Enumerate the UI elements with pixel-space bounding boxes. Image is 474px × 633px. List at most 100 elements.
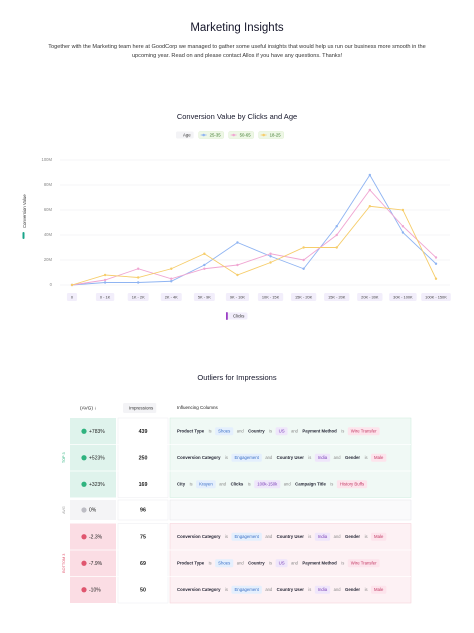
column-value: Engagement <box>234 587 259 592</box>
data-point <box>434 277 438 280</box>
data-point <box>335 246 338 249</box>
connector: is <box>225 534 228 539</box>
legend-label: 50-65 <box>240 132 252 137</box>
x-tick-label: 2K - 4K <box>165 294 178 299</box>
connector: and <box>219 482 227 487</box>
x-tick-label-bg <box>290 293 317 301</box>
change-value: -10% <box>89 587 101 593</box>
column-name: Clicks <box>231 482 244 487</box>
data-point <box>236 273 239 277</box>
column-value: Male <box>374 587 384 592</box>
column-name: Country <box>248 561 265 566</box>
change-icon <box>81 507 87 513</box>
y-tick-label: 100M <box>42 157 53 162</box>
change-icon <box>81 428 87 434</box>
table-title: Outliers for Impressions <box>197 373 276 382</box>
data-point <box>236 241 239 244</box>
data-point <box>302 246 305 249</box>
column-value-bg <box>275 559 288 568</box>
column-name: City <box>177 482 186 487</box>
change-column <box>70 418 116 498</box>
data-point <box>136 267 140 270</box>
column-header: Influencing Columns <box>177 405 219 410</box>
series-line <box>71 189 437 286</box>
data-point <box>203 252 206 255</box>
column-name: Product Type <box>177 561 205 566</box>
data-point <box>335 225 338 228</box>
page-title: Marketing Insights <box>190 22 284 34</box>
x-tick-label: 0 - 1K <box>100 294 111 299</box>
series-line <box>71 174 437 286</box>
data-point <box>401 208 405 212</box>
connector: is <box>330 482 333 487</box>
connector: is <box>308 455 311 460</box>
impressions-value: 69 <box>140 561 146 567</box>
connector: is <box>308 587 311 592</box>
column-value: India <box>318 534 328 539</box>
y-tick-label: 60M <box>44 207 53 212</box>
data-point <box>302 258 305 262</box>
x-tick-label-bg <box>389 293 417 301</box>
description: Together with the Marketing team here at… <box>48 44 426 59</box>
group-label: TOP 3 <box>62 452 66 463</box>
connector: is <box>225 455 228 460</box>
x-tick-label-bg <box>66 293 78 301</box>
change-value: -7.9% <box>89 561 103 567</box>
column-name: Country User <box>277 534 305 539</box>
x-tick-label: 20K - 30K <box>361 294 379 299</box>
x-tick-label: 1K - 2K <box>132 294 145 299</box>
column-value-bg <box>314 532 331 541</box>
data-point <box>136 281 140 284</box>
connector: is <box>269 429 272 434</box>
connector: and <box>291 429 299 434</box>
column-value: Male <box>374 534 384 539</box>
impressions-column <box>117 499 169 521</box>
connector: is <box>225 587 228 592</box>
x-axis-label-bg <box>227 312 248 320</box>
column-name: Conversion Category <box>177 455 221 460</box>
data-point <box>269 252 272 255</box>
column-value: Wire Transfer <box>351 561 377 566</box>
data-point <box>335 233 338 237</box>
column-value-bg <box>347 559 380 568</box>
data-point <box>401 225 405 228</box>
x-tick-label: 9K - 10K <box>230 294 246 299</box>
data-point <box>170 280 173 283</box>
y-tick-label: 0 <box>50 282 53 287</box>
x-tick-label-bg <box>421 293 451 301</box>
connector: and <box>237 561 245 566</box>
data-point <box>368 205 372 208</box>
legend-title: Age <box>183 132 191 137</box>
data-point <box>103 281 107 284</box>
data-point <box>136 276 140 279</box>
series-line <box>71 205 437 286</box>
change-icon <box>81 587 87 593</box>
column-name: Country User <box>277 587 305 592</box>
column-value-bg <box>275 427 288 436</box>
change-column <box>70 523 116 603</box>
x-tick-label-bg <box>127 293 149 301</box>
column-value-bg <box>231 532 262 541</box>
column-value: Male <box>374 455 384 460</box>
change-icon <box>81 481 87 487</box>
column-value: Engagement <box>234 534 259 539</box>
column-name: Country <box>248 429 265 434</box>
connector: and <box>265 455 273 460</box>
group-label: BOTTOM 3 <box>62 554 66 573</box>
connector: is <box>365 455 368 460</box>
column-name: Gender <box>345 455 360 460</box>
connector: is <box>209 429 212 434</box>
change-icon <box>81 455 87 461</box>
column-name: Payment Method <box>302 561 337 566</box>
group-label: AVG <box>62 506 66 514</box>
impressions-column <box>117 417 169 498</box>
change-value: 0% <box>89 508 97 514</box>
connector: is <box>341 561 344 566</box>
connector: and <box>265 534 273 539</box>
data-point <box>434 256 438 259</box>
data-point <box>434 262 438 265</box>
x-tick-label: 0 <box>71 294 74 299</box>
column-name: Payment Method <box>302 429 337 434</box>
column-value-bg <box>254 480 281 489</box>
